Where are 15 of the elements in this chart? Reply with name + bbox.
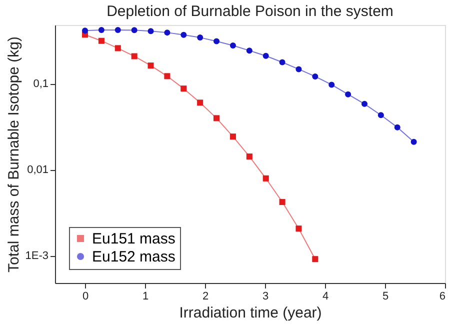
x-tick-label: 5 — [382, 290, 389, 302]
y-tick-label: 0,1 — [33, 78, 48, 90]
legend-label: Eu152 mass — [92, 248, 176, 266]
x-tick-label: 6 — [439, 290, 446, 302]
y-tick-label: 0,01 — [27, 164, 48, 176]
x-tick-label: 4 — [322, 290, 329, 302]
x-tick-label: 2 — [202, 290, 209, 302]
chart-title: Depletion of Burnable Poison in the system — [106, 3, 394, 20]
x-tick-label: 0 — [82, 290, 89, 302]
legend-label: Eu151 mass — [92, 230, 176, 248]
x-tick-label: 1 — [142, 290, 149, 302]
x-tick-label: 3 — [262, 290, 269, 302]
x-axis-title: Irradiation time (year) — [179, 304, 322, 322]
y-axis-title: Total mass of Burnable Isotope (kg) — [5, 36, 22, 272]
y-tick-label: 1E-3 — [25, 250, 48, 262]
